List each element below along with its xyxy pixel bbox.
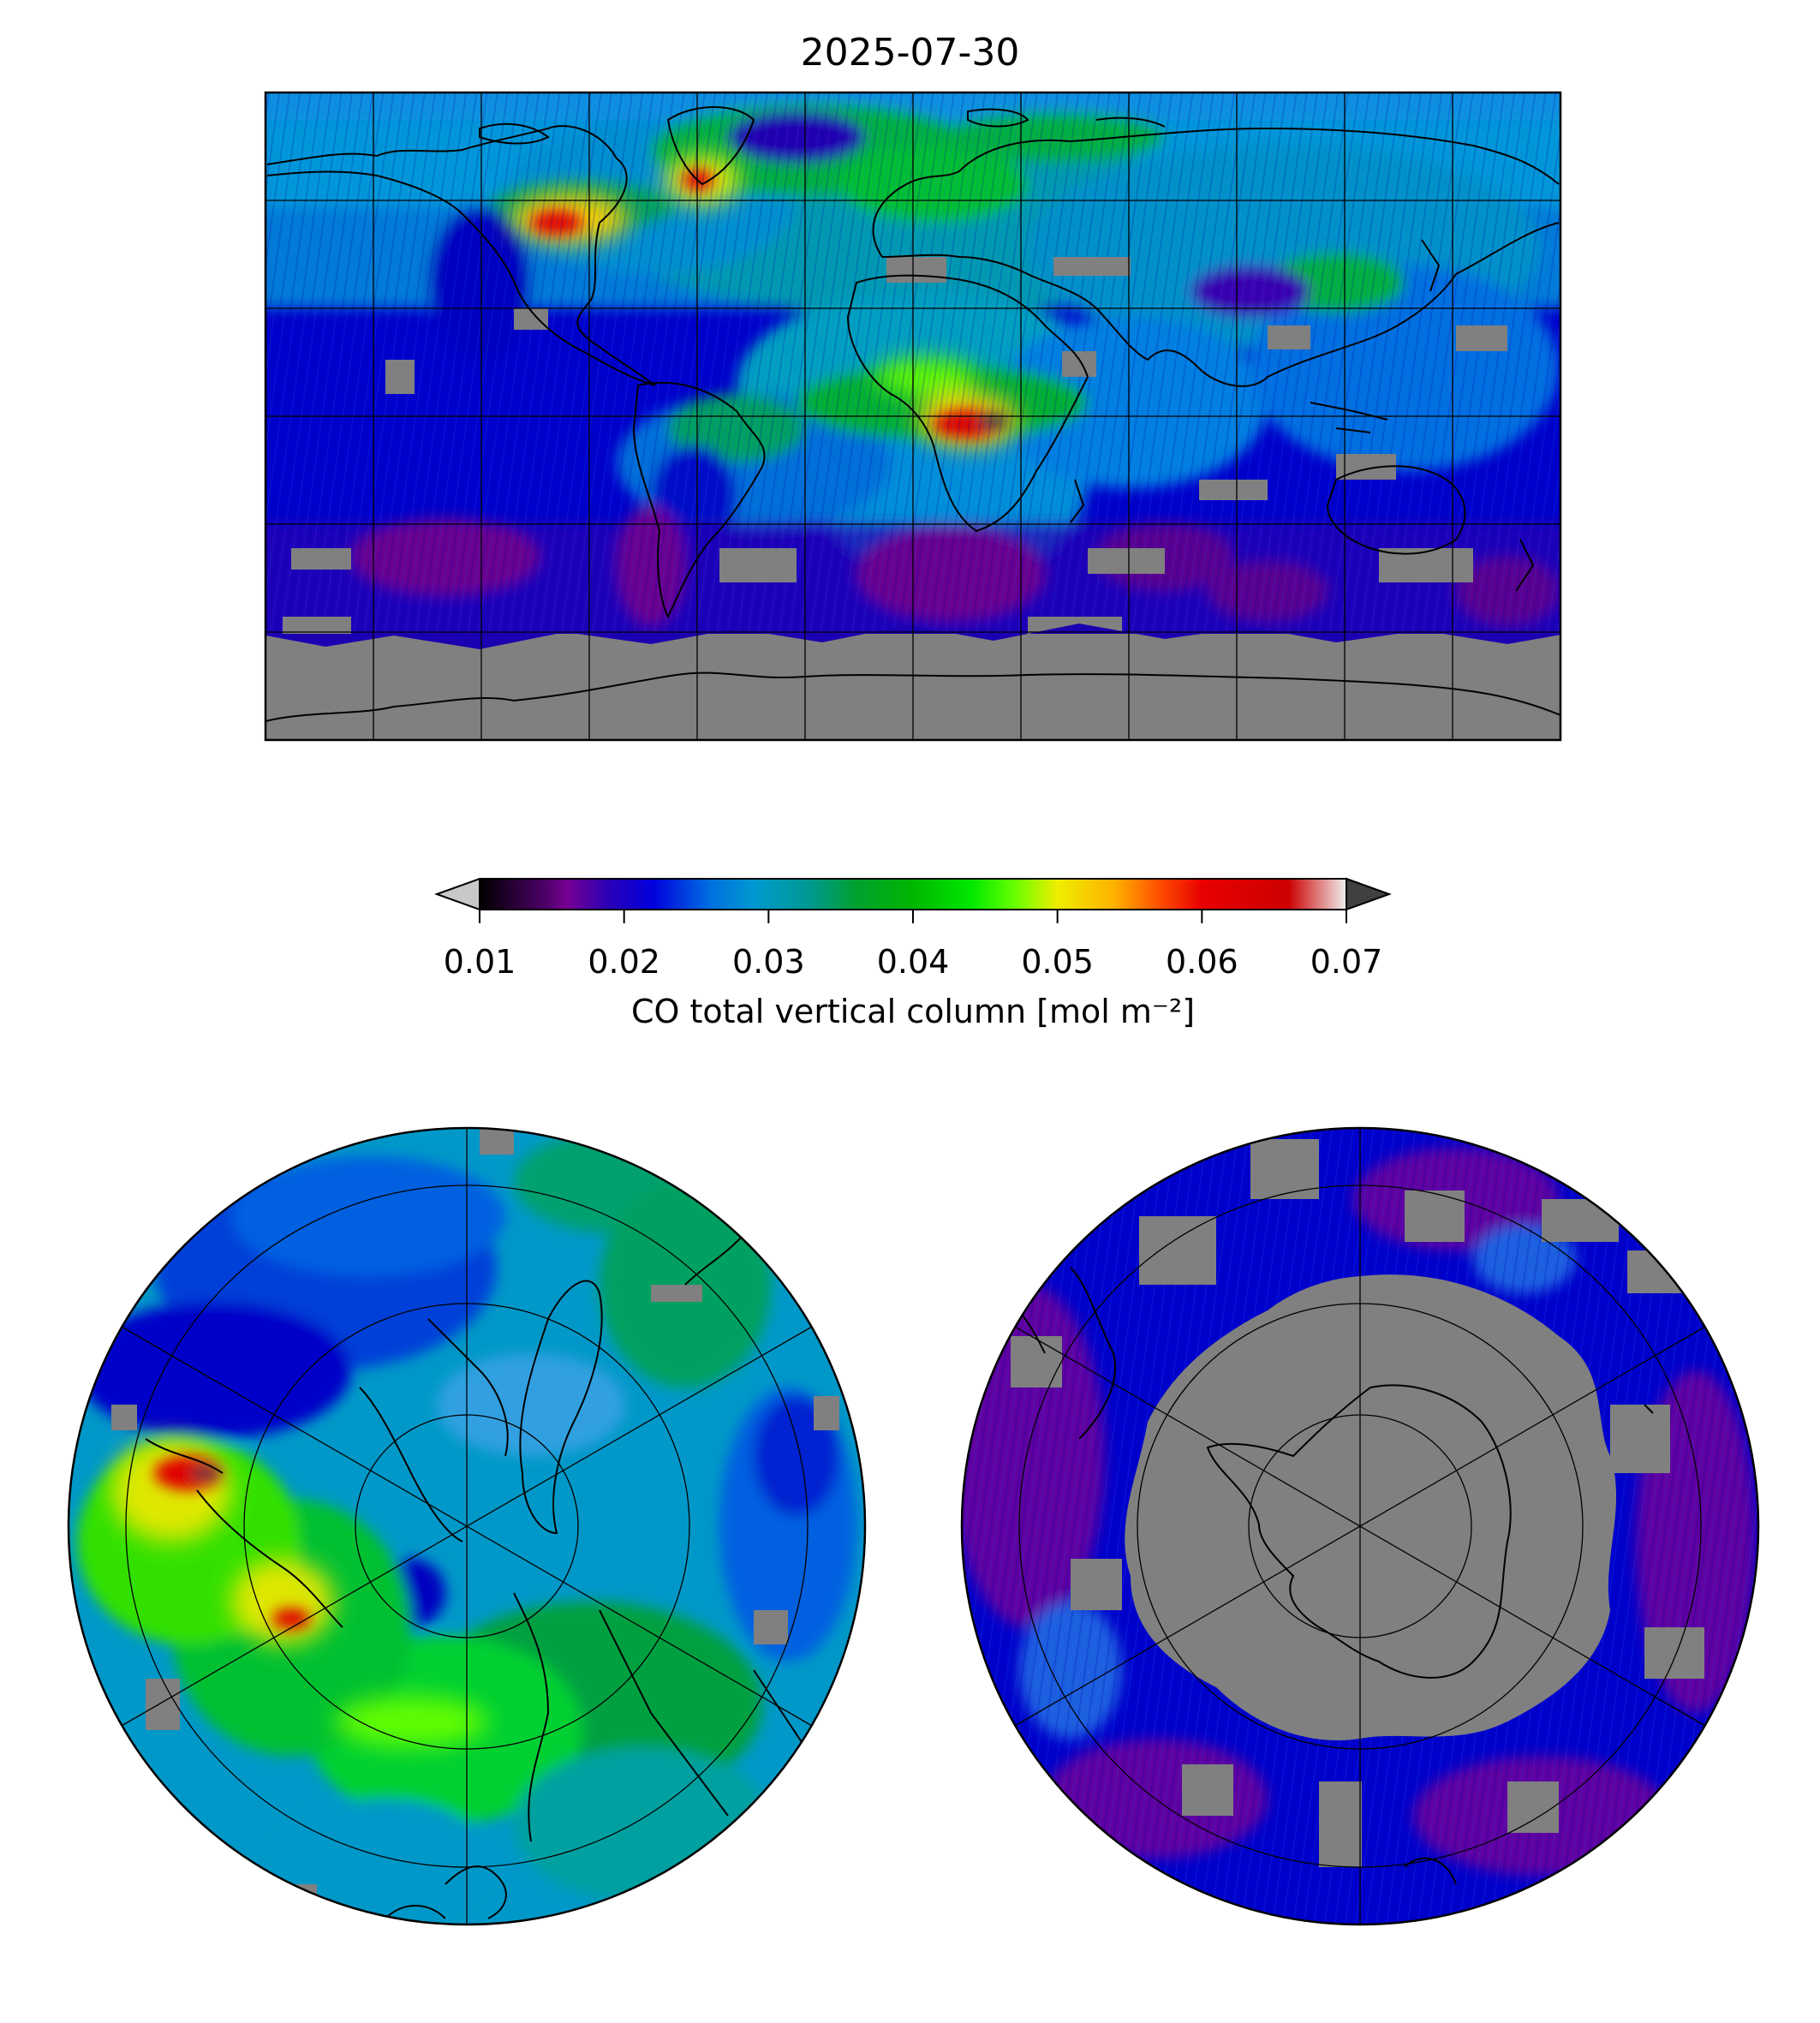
colorbar-tick-label: 0.07 bbox=[1310, 943, 1383, 981]
colorbar-tick-label: 0.06 bbox=[1166, 943, 1238, 981]
south-polar-nodata bbox=[1011, 1139, 1704, 1867]
colorbar-over-extension bbox=[1346, 877, 1392, 911]
colorbar-tick-label: 0.01 bbox=[444, 943, 516, 981]
global-gridlines bbox=[266, 92, 1560, 740]
north-polar-frame bbox=[67, 1126, 867, 1926]
colorbar-tick-label: 0.03 bbox=[732, 943, 805, 981]
colorbar-tick-labels: 0.01 0.02 0.03 0.04 0.05 0.06 0.07 bbox=[444, 943, 1383, 981]
global-map-field bbox=[266, 92, 1560, 740]
colorbar-ticks bbox=[479, 910, 1347, 923]
north-polar-gridlines bbox=[121, 1128, 813, 1925]
north-polar-field bbox=[69, 1128, 865, 1925]
south-polar-map bbox=[960, 1126, 1760, 1926]
colorbar-tick-label: 0.04 bbox=[877, 943, 950, 981]
colorbar-gradient bbox=[480, 879, 1346, 910]
global-map bbox=[264, 91, 1562, 742]
colorbar-tick-label: 0.05 bbox=[1021, 943, 1094, 981]
south-polar-gridlines bbox=[1014, 1128, 1706, 1925]
north-polar-coastlines bbox=[145, 1198, 806, 1919]
north-polar-map bbox=[67, 1126, 867, 1926]
colorbar-tick-label: 0.02 bbox=[588, 943, 660, 981]
global-coastlines bbox=[266, 106, 1560, 722]
colorbar-under-extension bbox=[434, 877, 480, 911]
south-polar-frame bbox=[960, 1126, 1760, 1926]
colorbar-label: CO total vertical column [mol m⁻²] bbox=[631, 993, 1195, 1030]
global-map-frame bbox=[264, 91, 1562, 742]
colorbar: 0.01 0.02 0.03 0.04 0.05 0.06 0.07 CO to… bbox=[434, 877, 1392, 1030]
figure-title: 2025-07-30 bbox=[800, 31, 1020, 75]
